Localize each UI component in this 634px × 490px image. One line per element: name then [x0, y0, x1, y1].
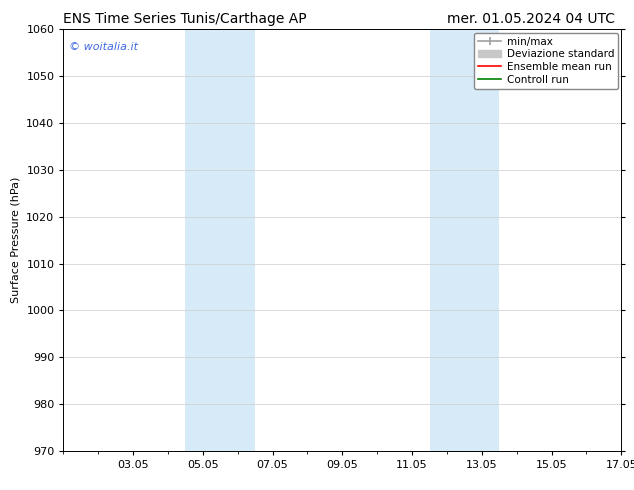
Y-axis label: Surface Pressure (hPa): Surface Pressure (hPa) [11, 177, 21, 303]
Text: mer. 01.05.2024 04 UTC: mer. 01.05.2024 04 UTC [447, 12, 615, 26]
Bar [185, 29, 255, 451]
Text: ENS Time Series Tunis/Carthage AP: ENS Time Series Tunis/Carthage AP [63, 12, 307, 26]
Text: © woitalia.it: © woitalia.it [69, 42, 138, 52]
Bar [429, 29, 500, 451]
Legend: min/max, Deviazione standard, Ensemble mean run, Controll run: min/max, Deviazione standard, Ensemble m… [474, 32, 618, 89]
